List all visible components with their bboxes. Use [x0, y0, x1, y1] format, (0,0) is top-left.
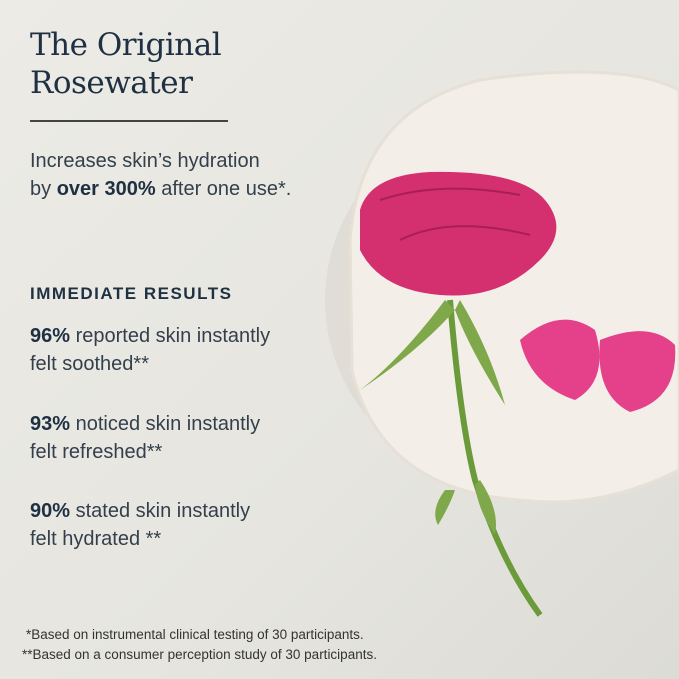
- rose-petal: [599, 331, 676, 412]
- petal-fold: [399, 225, 531, 241]
- hydration-claim: Increases skin’s hydration by over 300% …: [30, 147, 291, 203]
- claim-line: Increases skin’s hydration: [30, 150, 260, 172]
- stat-text: felt soothed**: [30, 353, 149, 375]
- stat-text: felt hydrated **: [30, 528, 162, 550]
- title-line: Rosewater: [30, 65, 193, 101]
- stat-item: 90% stated skin instantly felt hydrated …: [30, 497, 250, 553]
- stat-text: noticed skin instantly: [70, 413, 261, 435]
- claim-line: by over 300% after one use*.: [30, 175, 291, 203]
- divider: [30, 120, 228, 122]
- footnote: **Based on a consumer perception study o…: [22, 647, 377, 662]
- stat-line: 96% reported skin instantly: [30, 322, 270, 350]
- results-heading: IMMEDIATE RESULTS: [30, 284, 233, 303]
- leaf: [435, 490, 455, 525]
- stat-text: felt refreshed**: [30, 441, 163, 463]
- stat-percent: 96%: [30, 325, 71, 347]
- rose-bloom: [360, 171, 557, 296]
- stat-percent: 90%: [30, 500, 71, 522]
- stat-percent: 93%: [30, 413, 71, 435]
- leaf: [475, 480, 496, 535]
- rose-petal: [520, 319, 600, 400]
- footnote: *Based on instrumental clinical testing …: [26, 627, 364, 642]
- stat-line: 90% stated skin instantly: [30, 497, 250, 525]
- claim-text: by: [30, 178, 57, 200]
- stat-text: reported skin instantly: [70, 325, 271, 347]
- page-title: The Original Rosewater: [30, 26, 222, 102]
- title-line: The Original: [30, 27, 222, 63]
- dish: [348, 70, 679, 504]
- footnotes: *Based on instrumental clinical testing …: [22, 625, 377, 665]
- sepal: [455, 300, 505, 405]
- stat-item: 96% reported skin instantly felt soothed…: [30, 322, 270, 378]
- petal-fold: [379, 187, 521, 201]
- stat-text: stated skin instantly: [70, 500, 251, 522]
- sepal: [360, 300, 455, 390]
- stat-item: 93% noticed skin instantly felt refreshe…: [30, 410, 260, 466]
- stat-line: 93% noticed skin instantly: [30, 410, 260, 438]
- rose-stem: [447, 299, 543, 617]
- claim-highlight: over 300%: [56, 178, 156, 200]
- claim-text: after one use*.: [155, 178, 292, 200]
